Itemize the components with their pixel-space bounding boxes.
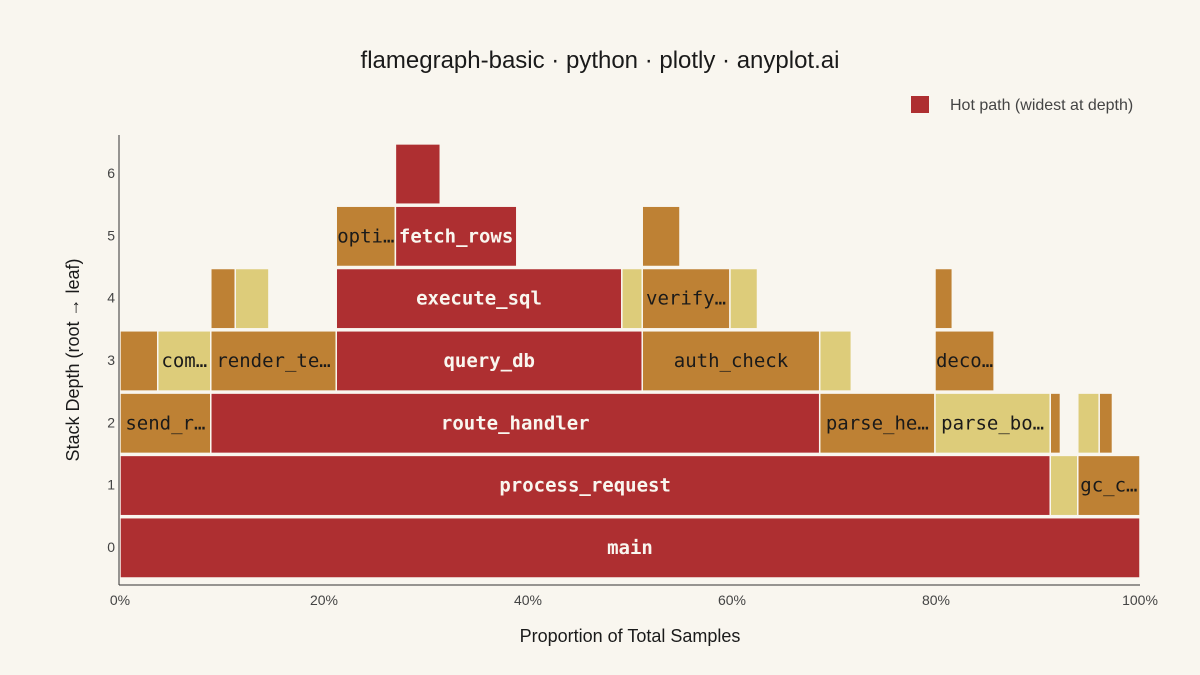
y-axis-title: Stack Depth (root → leaf)	[63, 258, 83, 461]
x-tick-label: 100%	[1122, 592, 1158, 608]
flame-bar[interactable]	[1077, 454, 1141, 517]
flame-frame-fetch_rows[interactable]: fetch_rows	[394, 205, 518, 268]
flame-bar[interactable]	[1098, 392, 1114, 455]
flame-frame-unlabeled[interactable]	[1049, 392, 1062, 455]
flame-label: route_handler	[441, 412, 590, 434]
y-tick-label: 4	[107, 290, 115, 306]
flame-frame-unlabeled[interactable]	[1049, 454, 1079, 517]
y-tick-label: 5	[107, 227, 115, 243]
flame-frame-gc_c[interactable]: gc_c…	[1077, 454, 1141, 517]
flame-bar[interactable]	[621, 267, 643, 330]
flame-frame-send_r[interactable]: send_r…	[119, 392, 212, 455]
flame-label: send_r…	[125, 412, 205, 434]
flame-bar[interactable]	[335, 330, 643, 392]
flame-frame-unlabeled[interactable]	[1077, 392, 1100, 455]
axes	[118, 135, 1140, 586]
flame-bar[interactable]	[210, 330, 337, 392]
flame-bar[interactable]	[210, 392, 821, 455]
flame-frame-parse_he[interactable]: parse_he…	[818, 392, 936, 455]
flame-label: render_te…	[216, 350, 330, 372]
flame-bar[interactable]	[818, 330, 853, 392]
flame-frame-unlabeled[interactable]	[234, 267, 270, 330]
legend-label: Hot path (widest at depth)	[950, 97, 1133, 114]
x-tick-label: 20%	[310, 592, 338, 608]
flame-label: com…	[161, 350, 207, 372]
flame-label: auth_check	[674, 350, 789, 372]
flame-frame-query_db[interactable]: query_db	[335, 330, 643, 392]
y-tick-label: 0	[107, 539, 115, 555]
flame-bar[interactable]	[1049, 454, 1079, 517]
flame-frame-deco[interactable]: deco…	[934, 330, 995, 392]
flame-bar[interactable]	[210, 267, 237, 330]
flame-bar[interactable]	[119, 330, 159, 392]
flame-label: deco…	[936, 350, 993, 372]
y-tick-labels: 0 1 2 3 4 5 6	[107, 165, 115, 555]
y-tick-label: 6	[107, 165, 115, 181]
x-tick-label: 80%	[922, 592, 950, 608]
y-tick-label: 1	[107, 477, 115, 493]
flame-frame-unlabeled[interactable]	[621, 267, 643, 330]
flame-frame-unlabeled[interactable]	[1098, 392, 1114, 455]
flame-bar[interactable]	[394, 205, 518, 268]
flame-bar[interactable]	[1049, 392, 1062, 455]
y-tick-label: 3	[107, 352, 115, 368]
flame-frame-parse_bo[interactable]: parse_bo…	[934, 392, 1051, 455]
flame-bar[interactable]	[729, 267, 759, 330]
flame-bar[interactable]	[394, 143, 442, 205]
x-axis-title: Proportion of Total Samples	[520, 626, 741, 646]
flame-bar[interactable]	[934, 392, 1051, 455]
flame-frame-unlabeled[interactable]	[119, 330, 159, 392]
flame-bar[interactable]	[119, 516, 1141, 579]
flame-label: gc_c…	[1080, 475, 1137, 497]
flame-frame-opti[interactable]: opti…	[335, 205, 397, 268]
flame-bar[interactable]	[1077, 392, 1100, 455]
x-tick-label: 0%	[110, 592, 130, 608]
flame-frame-unlabeled[interactable]	[729, 267, 759, 330]
flame-label: verify…	[646, 288, 726, 310]
flame-frame-unlabeled[interactable]	[818, 330, 853, 392]
y-tick-label: 2	[107, 414, 115, 430]
flame-label: parse_he…	[826, 412, 929, 434]
flame-bar[interactable]	[119, 454, 1051, 517]
flame-label: opti…	[337, 225, 394, 247]
flame-bar[interactable]	[234, 267, 270, 330]
flame-frame-process_request[interactable]: process_request	[119, 454, 1051, 517]
flame-frame-render_te[interactable]: render_te…	[210, 330, 337, 392]
flame-frame-verify[interactable]: verify…	[641, 267, 731, 330]
flame-frame-route_handler[interactable]: route_handler	[210, 392, 821, 455]
flame-frame-main[interactable]: main	[119, 516, 1141, 579]
flame-frame-unlabeled[interactable]	[210, 267, 237, 330]
flame-bar[interactable]	[934, 267, 954, 330]
frames-layer: main process_request gc_c… send_r… route_han…	[119, 143, 1141, 579]
flame-label: parse_bo…	[941, 412, 1044, 434]
flame-frame-execute_sql[interactable]: execute_sql	[335, 267, 623, 330]
flame-label: query_db	[443, 350, 535, 372]
x-tick-label: 40%	[514, 592, 542, 608]
flame-label: fetch_rows	[399, 225, 513, 247]
x-tick-label: 60%	[718, 592, 746, 608]
flame-frame-unlabeled[interactable]	[394, 143, 442, 205]
legend-swatch-hot	[911, 96, 929, 113]
flame-frame-auth_check[interactable]: auth_check	[641, 330, 821, 392]
flame-frame-unlabeled[interactable]	[934, 267, 954, 330]
flame-label: process_request	[499, 475, 671, 497]
flame-frame-com[interactable]: com…	[156, 330, 212, 392]
flame-label: main	[607, 537, 653, 559]
flame-bar[interactable]	[818, 392, 936, 455]
flame-bar[interactable]	[641, 267, 731, 330]
flame-bar[interactable]	[934, 330, 995, 392]
flame-frame-unlabeled[interactable]	[641, 205, 681, 268]
chart-title: flamegraph-basic · python · plotly · any…	[361, 47, 840, 74]
flame-bar[interactable]	[641, 205, 681, 268]
flame-bar[interactable]	[335, 267, 623, 330]
x-tick-labels: 0% 20% 40% 60% 80% 100%	[110, 592, 1158, 608]
legend: Hot path (widest at depth)	[911, 96, 1133, 114]
flame-bar[interactable]	[156, 330, 212, 392]
flame-label: execute_sql	[416, 288, 542, 310]
